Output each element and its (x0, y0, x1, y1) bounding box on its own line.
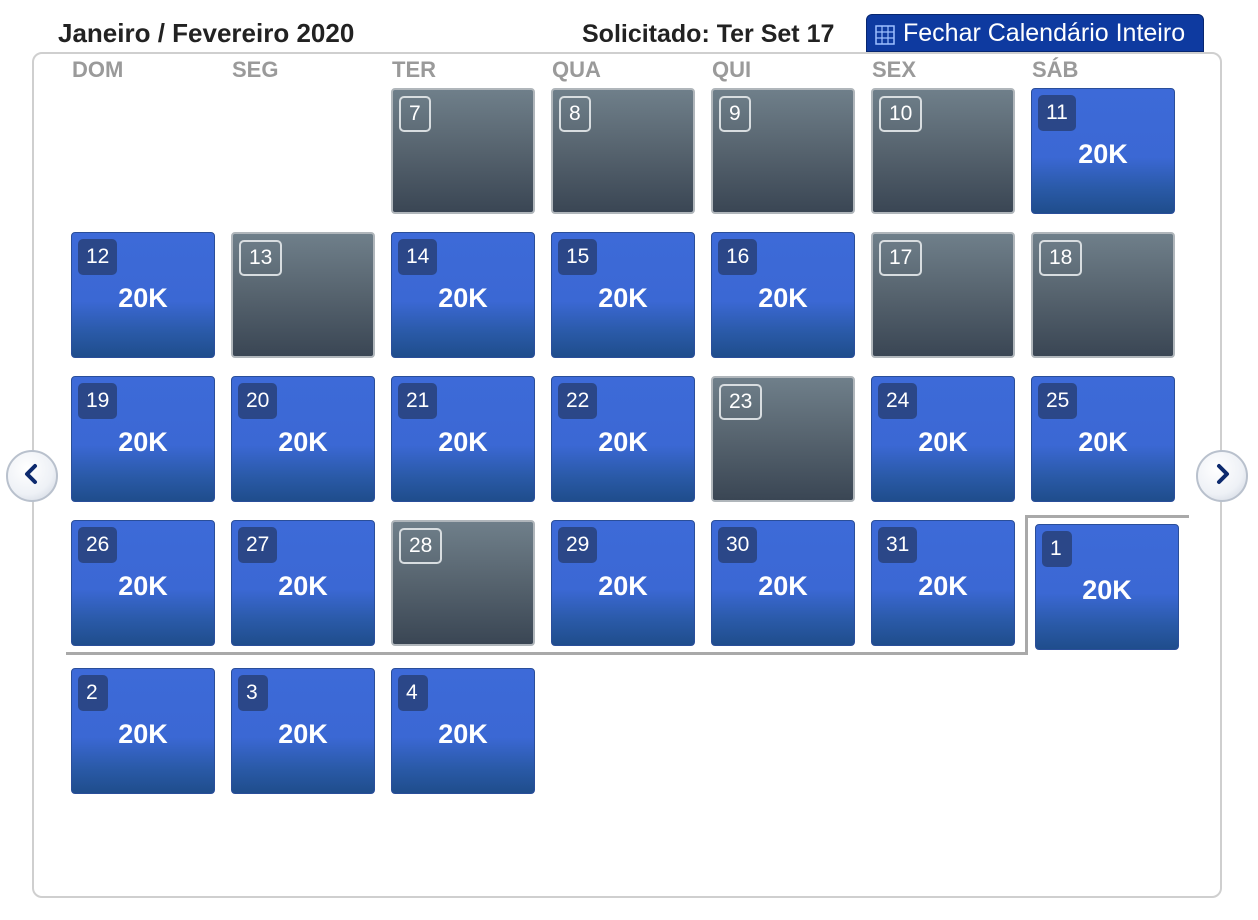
chevron-right-icon (1211, 463, 1233, 490)
day-number: 4 (398, 675, 428, 711)
day-price: 20K (598, 571, 648, 601)
day-cell-available[interactable]: 4 20K (391, 668, 535, 794)
day-cell-available[interactable]: 25 20K (1031, 376, 1175, 502)
day-cell-available[interactable]: 20 20K (231, 376, 375, 502)
day-number: 9 (719, 96, 751, 132)
day-cell-available[interactable]: 24 20K (871, 376, 1015, 502)
day-number: 15 (558, 239, 598, 275)
day-number: 29 (558, 527, 598, 563)
calendar-title: Janeiro / Fevereiro 2020 (58, 18, 355, 48)
day-price: 20K (438, 427, 488, 457)
calendar-grid-icon (875, 23, 895, 45)
day-number: 19 (78, 383, 118, 419)
day-cell-unavailable[interactable]: 17 (871, 232, 1015, 358)
weekday-qui: QUI (712, 57, 752, 82)
day-price: 20K (758, 283, 808, 313)
day-cell-available[interactable]: 16 20K (711, 232, 855, 358)
weekday-sab: SÁB (1032, 57, 1079, 82)
day-price: 20K (118, 719, 168, 749)
month-separator (1025, 515, 1028, 655)
day-price: 20K (918, 571, 968, 601)
day-price: 20K (278, 719, 328, 749)
day-cell-unavailable[interactable]: 10 (871, 88, 1015, 214)
day-price: 20K (118, 283, 168, 313)
day-cell-available[interactable]: 2 20K (71, 668, 215, 794)
day-cell-unavailable[interactable]: 23 (711, 376, 855, 502)
day-cell-available[interactable]: 31 20K (871, 520, 1015, 646)
day-number: 28 (399, 528, 443, 564)
day-number: 10 (879, 96, 923, 132)
day-price: 20K (278, 571, 328, 601)
day-cell-available[interactable]: 12 20K (71, 232, 215, 358)
day-cell-available[interactable]: 21 20K (391, 376, 535, 502)
day-cell-available[interactable]: 29 20K (551, 520, 695, 646)
day-cell-unavailable[interactable]: 8 (551, 88, 695, 214)
day-price: 20K (118, 571, 168, 601)
day-price: 20K (1082, 575, 1132, 605)
day-number: 21 (398, 383, 438, 419)
day-number: 8 (559, 96, 591, 132)
day-cell-available[interactable]: 27 20K (231, 520, 375, 646)
day-number: 16 (718, 239, 758, 275)
day-price: 20K (1078, 139, 1128, 169)
day-cell-available[interactable]: 1 20K (1035, 524, 1179, 650)
day-number: 13 (239, 240, 283, 276)
day-number: 22 (558, 383, 598, 419)
day-number: 11 (1038, 95, 1076, 131)
weekday-seg: SEG (232, 57, 279, 82)
day-cell-unavailable[interactable]: 18 (1031, 232, 1175, 358)
day-cell-available[interactable]: 22 20K (551, 376, 695, 502)
day-number: 14 (398, 239, 438, 275)
month-separator (66, 652, 1028, 655)
previous-month-button[interactable] (6, 450, 58, 502)
close-full-calendar-label: Fechar Calendário Inteiro (903, 18, 1186, 47)
day-price: 20K (1078, 427, 1128, 457)
day-price: 20K (438, 283, 488, 313)
day-cell-unavailable[interactable]: 9 (711, 88, 855, 214)
weekday-sex: SEX (872, 57, 917, 82)
day-price: 20K (118, 427, 168, 457)
requested-date: Solicitado: Ter Set 17 (582, 20, 835, 48)
day-cell-unavailable[interactable]: 7 (391, 88, 535, 214)
day-cell-available[interactable]: 26 20K (71, 520, 215, 646)
close-full-calendar-button[interactable]: Fechar Calendário Inteiro (866, 14, 1204, 52)
day-number: 23 (719, 384, 763, 420)
day-number: 3 (238, 675, 268, 711)
day-number: 18 (1039, 240, 1083, 276)
month-separator (1025, 515, 1189, 518)
day-number: 2 (78, 675, 108, 711)
day-number: 24 (878, 383, 918, 419)
day-price: 20K (438, 719, 488, 749)
day-number: 17 (879, 240, 923, 276)
day-cell-available[interactable]: 19 20K (71, 376, 215, 502)
day-cell-unavailable[interactable]: 13 (231, 232, 375, 358)
day-cell-available[interactable]: 3 20K (231, 668, 375, 794)
day-price: 20K (278, 427, 328, 457)
day-cell-unavailable[interactable]: 28 (391, 520, 535, 646)
chevron-left-icon (21, 463, 43, 490)
day-price: 20K (598, 283, 648, 313)
day-number: 30 (718, 527, 758, 563)
day-cell-available[interactable]: 11 20K (1031, 88, 1175, 214)
day-cell-available[interactable]: 14 20K (391, 232, 535, 358)
day-number: 20 (238, 383, 278, 419)
day-price: 20K (918, 427, 968, 457)
day-cell-available[interactable]: 15 20K (551, 232, 695, 358)
next-month-button[interactable] (1196, 450, 1248, 502)
day-number: 27 (238, 527, 278, 563)
weekday-ter: TER (392, 57, 436, 82)
day-cell-available[interactable]: 30 20K (711, 520, 855, 646)
day-number: 26 (78, 527, 118, 563)
day-number: 25 (1038, 383, 1078, 419)
day-price: 20K (758, 571, 808, 601)
day-price: 20K (598, 427, 648, 457)
day-number: 7 (399, 96, 431, 132)
day-number: 1 (1042, 531, 1072, 567)
weekday-dom: DOM (72, 57, 124, 82)
day-number: 31 (878, 527, 918, 563)
day-number: 12 (78, 239, 118, 275)
weekday-qua: QUA (552, 57, 601, 82)
